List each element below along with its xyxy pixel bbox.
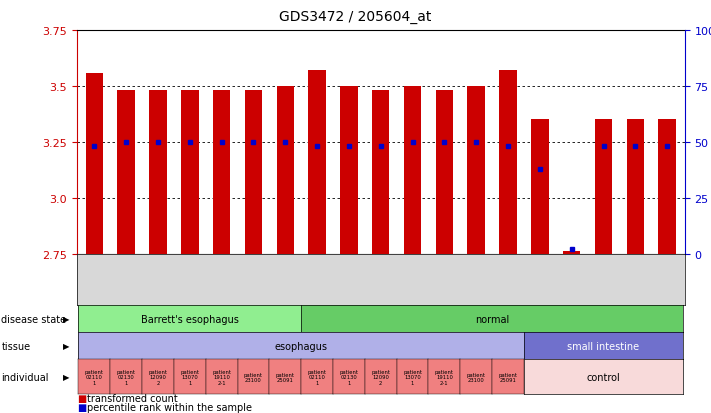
Bar xyxy=(85,74,103,254)
Bar xyxy=(340,87,358,254)
Bar xyxy=(213,91,230,254)
Text: patient
12090
2: patient 12090 2 xyxy=(371,369,390,385)
Text: ▶: ▶ xyxy=(63,373,70,381)
Text: patient
02110
1: patient 02110 1 xyxy=(85,369,104,385)
Text: ▶: ▶ xyxy=(63,315,70,323)
Bar xyxy=(499,71,517,254)
Text: disease state: disease state xyxy=(1,314,67,324)
Text: individual: individual xyxy=(1,372,49,382)
Text: GDS3472 / 205604_at: GDS3472 / 205604_at xyxy=(279,10,432,24)
Text: normal: normal xyxy=(475,314,509,324)
Text: ■: ■ xyxy=(77,393,86,403)
Text: small intestine: small intestine xyxy=(567,341,640,351)
Text: patient
13070
1: patient 13070 1 xyxy=(181,369,199,385)
Text: patient
23100: patient 23100 xyxy=(466,372,486,382)
Bar xyxy=(309,71,326,254)
Bar xyxy=(531,120,549,254)
Bar xyxy=(277,87,294,254)
Bar xyxy=(626,120,644,254)
Text: patient
23100: patient 23100 xyxy=(244,372,263,382)
Text: patient
19110
2-1: patient 19110 2-1 xyxy=(435,369,454,385)
Bar xyxy=(467,87,485,254)
Text: control: control xyxy=(587,372,621,382)
Bar xyxy=(181,91,198,254)
Bar xyxy=(372,91,390,254)
Bar xyxy=(436,91,453,254)
Text: ■: ■ xyxy=(77,402,86,412)
Text: patient
25091: patient 25091 xyxy=(276,372,295,382)
Text: patient
02130
1: patient 02130 1 xyxy=(339,369,358,385)
Text: patient
12090
2: patient 12090 2 xyxy=(149,369,168,385)
Bar xyxy=(117,91,135,254)
Text: percentile rank within the sample: percentile rank within the sample xyxy=(87,402,252,412)
Bar xyxy=(404,87,422,254)
Text: transformed count: transformed count xyxy=(87,393,178,403)
Text: patient
25091: patient 25091 xyxy=(498,372,518,382)
Text: Barrett's esophagus: Barrett's esophagus xyxy=(141,314,239,324)
Bar xyxy=(149,91,166,254)
Text: esophagus: esophagus xyxy=(274,341,328,351)
Bar xyxy=(245,91,262,254)
Text: patient
02130
1: patient 02130 1 xyxy=(117,369,136,385)
Bar xyxy=(563,252,580,254)
Text: tissue: tissue xyxy=(1,341,31,351)
Text: ▶: ▶ xyxy=(63,342,70,350)
Bar xyxy=(595,120,612,254)
Text: patient
02110
1: patient 02110 1 xyxy=(308,369,326,385)
Text: patient
19110
2-1: patient 19110 2-1 xyxy=(212,369,231,385)
Bar xyxy=(658,120,676,254)
Text: patient
13070
1: patient 13070 1 xyxy=(403,369,422,385)
